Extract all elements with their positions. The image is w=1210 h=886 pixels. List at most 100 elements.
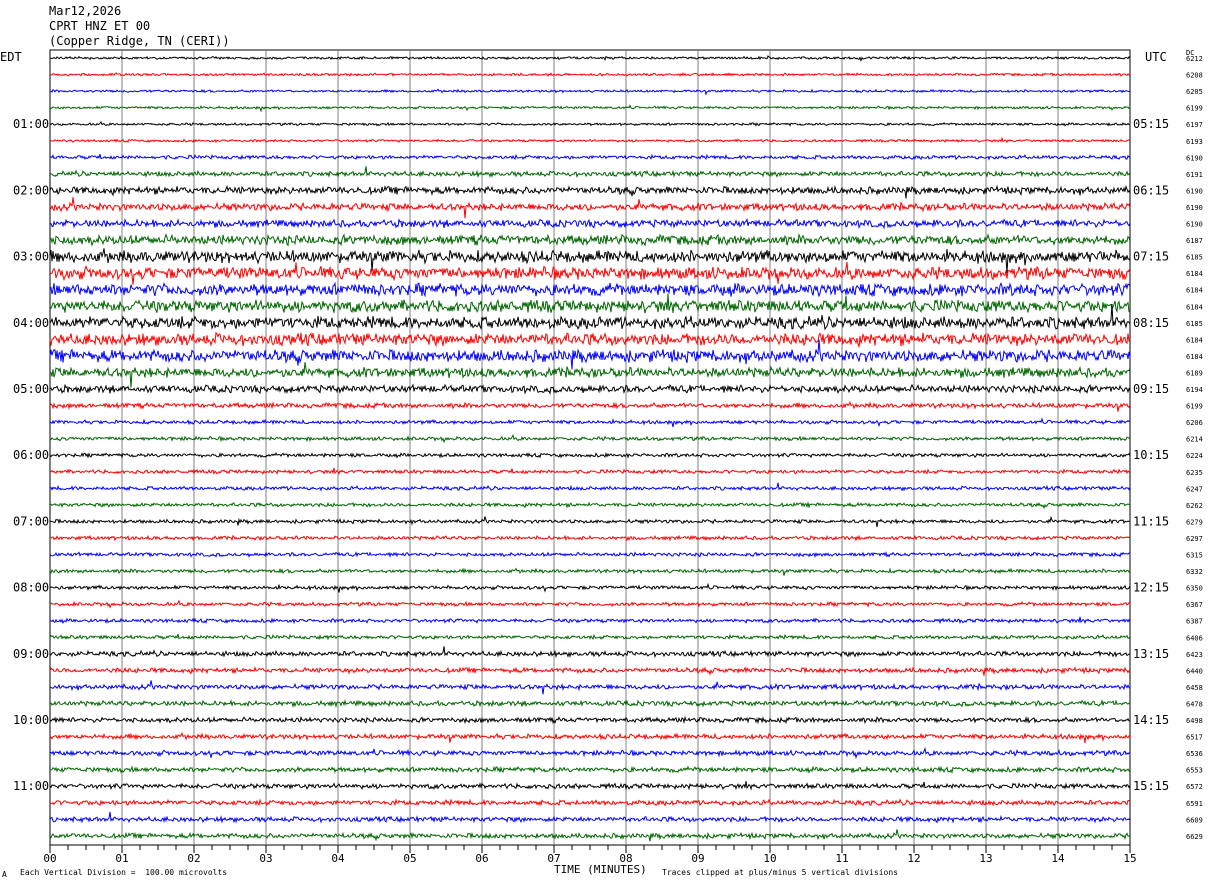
clip-note: Traces clipped at plus/minus 5 vertical … bbox=[662, 868, 899, 877]
dc-offset-label: 6262 bbox=[1186, 502, 1203, 510]
right-timezone-label: UTC bbox=[1145, 50, 1167, 64]
dc-offset-label: 6194 bbox=[1186, 386, 1203, 394]
trace-line bbox=[50, 616, 1131, 625]
edt-hour-label: 09:00 bbox=[13, 647, 49, 661]
dc-offset-label: 6440 bbox=[1186, 667, 1203, 675]
dc-offset-label: 6235 bbox=[1186, 469, 1203, 477]
trace-line bbox=[49, 765, 1131, 774]
utc-hour-label: 10:15 bbox=[1133, 448, 1169, 462]
dc-offset-label: 6498 bbox=[1186, 717, 1203, 725]
dc-offset-label: 6184 bbox=[1186, 336, 1203, 344]
dc-offset-label: 6184 bbox=[1186, 287, 1203, 295]
dc-offset-label: 6315 bbox=[1186, 552, 1203, 560]
utc-hour-label: 12:15 bbox=[1133, 581, 1169, 595]
edt-hour-label: 08:00 bbox=[13, 581, 49, 595]
x-tick-label: 15 bbox=[1123, 852, 1136, 865]
trace-line bbox=[49, 104, 1131, 113]
edt-hour-label: 03:00 bbox=[13, 250, 49, 264]
dc-offset-label: 6423 bbox=[1186, 651, 1203, 659]
x-axis-title: TIME (MINUTES) bbox=[554, 863, 647, 876]
trace-line bbox=[49, 829, 1131, 842]
trace-line bbox=[49, 680, 1131, 695]
trace-line bbox=[49, 781, 1131, 791]
x-tick-label: 12 bbox=[907, 852, 920, 865]
x-tick-label: 03 bbox=[259, 852, 272, 865]
trace-line bbox=[49, 433, 1131, 444]
trace-line bbox=[50, 88, 1131, 96]
dc-offset-label: 6190 bbox=[1186, 154, 1203, 162]
x-tick-label: 13 bbox=[979, 852, 992, 865]
x-tick-label: 07 bbox=[547, 852, 560, 865]
trace-line bbox=[49, 646, 1131, 659]
x-tick-label: 14 bbox=[1051, 852, 1065, 865]
edt-hour-label: 10:00 bbox=[13, 713, 49, 727]
left-timezone-label: EDT bbox=[0, 50, 22, 64]
x-tick-label: 10 bbox=[763, 852, 776, 865]
utc-hour-label: 05:15 bbox=[1133, 117, 1169, 131]
trace-line bbox=[49, 582, 1131, 593]
trace-line bbox=[49, 339, 1131, 370]
dc-offset-label: 6517 bbox=[1186, 734, 1203, 742]
dc-offset-label: 6572 bbox=[1186, 783, 1203, 791]
utc-hour-label: 14:15 bbox=[1133, 713, 1169, 727]
dc-offset-label: 6247 bbox=[1186, 485, 1203, 493]
utc-hour-label: 09:15 bbox=[1133, 382, 1169, 396]
dc-offset-label: 6212 bbox=[1186, 55, 1203, 63]
dc-offset-label: 6184 bbox=[1186, 353, 1203, 361]
dc-offset-label: 6191 bbox=[1186, 171, 1203, 179]
dc-offset-label: 6458 bbox=[1186, 684, 1203, 692]
dc-offset-label: 6185 bbox=[1186, 320, 1203, 328]
trace-line bbox=[50, 136, 1131, 144]
trace-line bbox=[49, 121, 1131, 127]
trace-line bbox=[49, 233, 1131, 247]
dc-offset-label: 6367 bbox=[1186, 601, 1203, 609]
utc-hour-label: 08:15 bbox=[1133, 316, 1169, 330]
dc-offset-label: 6350 bbox=[1186, 585, 1203, 593]
dc-offset-label: 6406 bbox=[1186, 634, 1203, 642]
dc-header-label: DC bbox=[1186, 49, 1195, 57]
plot-date: Mar12,2026 bbox=[49, 4, 122, 18]
station-code: CPRT HNZ ET 00 bbox=[49, 19, 151, 33]
dc-offset-label: 6205 bbox=[1186, 88, 1203, 96]
plot-frame bbox=[49, 49, 1131, 846]
edt-hour-label: 06:00 bbox=[13, 448, 49, 462]
trace-line bbox=[49, 72, 1131, 77]
x-tick-label: 08 bbox=[619, 852, 632, 865]
x-tick-label: 05 bbox=[403, 852, 416, 865]
corner-mark: A bbox=[2, 870, 7, 879]
dc-offset-label: 6189 bbox=[1186, 369, 1203, 377]
dc-offset-label: 6190 bbox=[1186, 221, 1203, 229]
station-location: (Copper Ridge, TN (CERI)) bbox=[49, 34, 230, 48]
edt-hour-label: 05:00 bbox=[13, 382, 49, 396]
trace-line bbox=[49, 551, 1131, 558]
x-tick-label: 04 bbox=[331, 852, 345, 865]
trace-line bbox=[49, 383, 1131, 396]
trace-line bbox=[49, 633, 1131, 641]
dc-offset-label: 6184 bbox=[1186, 303, 1203, 311]
trace-line bbox=[49, 55, 1131, 63]
dc-offset-label: 6536 bbox=[1186, 750, 1203, 758]
dc-offset-label: 6193 bbox=[1186, 138, 1203, 146]
x-tick-label: 09 bbox=[691, 852, 704, 865]
dc-offset-label: 6214 bbox=[1186, 436, 1203, 444]
trace-line bbox=[49, 362, 1131, 388]
x-tick-label: 06 bbox=[475, 852, 488, 865]
trace-line bbox=[49, 715, 1131, 725]
trace-line bbox=[49, 293, 1131, 314]
edt-hour-label: 07:00 bbox=[13, 514, 49, 528]
dc-offset-label: 6478 bbox=[1186, 701, 1203, 709]
dc-offset-label: 6190 bbox=[1186, 187, 1203, 195]
trace-line bbox=[49, 665, 1131, 677]
dc-offset-label: 6332 bbox=[1186, 568, 1203, 576]
dc-offset-label: 6224 bbox=[1186, 452, 1203, 460]
dc-offset-label: 6591 bbox=[1186, 800, 1203, 808]
trace-line bbox=[49, 303, 1131, 331]
trace-line bbox=[49, 166, 1131, 179]
trace-line bbox=[49, 515, 1131, 528]
trace-line bbox=[49, 331, 1131, 348]
edt-hour-label: 11:00 bbox=[13, 779, 49, 793]
edt-hour-label: 02:00 bbox=[13, 183, 49, 197]
trace-line bbox=[49, 261, 1131, 285]
utc-hour-label: 15:15 bbox=[1133, 779, 1169, 793]
dc-offset-label: 6609 bbox=[1186, 816, 1203, 824]
